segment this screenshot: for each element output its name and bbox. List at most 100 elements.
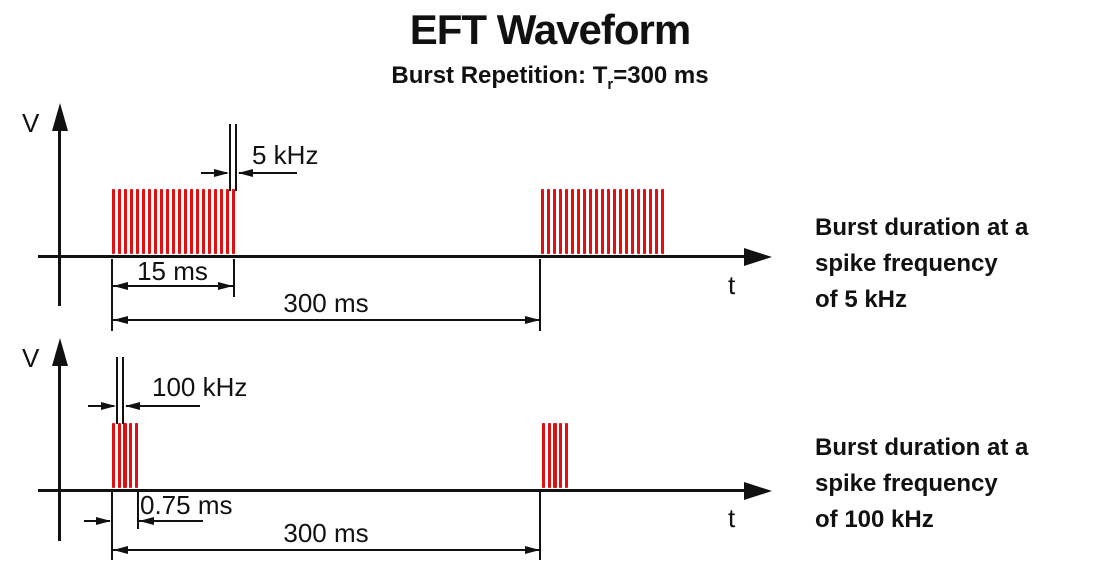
extension-line-repetition-end: [539, 492, 541, 560]
spike: [606, 189, 611, 254]
burst-duration-label: 15 ms: [137, 256, 208, 286]
spike-spacing-line-left: [229, 124, 231, 191]
spike: [117, 423, 121, 488]
dim-arrowhead-right-icon: [525, 546, 540, 554]
spike: [153, 189, 158, 254]
x-axis-arrowhead-icon: [744, 248, 772, 266]
callout-arrow-line-right: [126, 405, 200, 407]
spike-spacing-line-right: [122, 357, 124, 424]
page-subtitle: Burst Repetition: Tr=300 ms: [0, 62, 1100, 93]
spike: [189, 189, 193, 254]
spike: [582, 189, 587, 254]
spike-frequency-label: 100 kHz: [152, 372, 248, 402]
dim-arrowhead-right-icon: [218, 282, 233, 290]
x-axis-line: [38, 255, 744, 258]
spike: [207, 189, 211, 254]
caption-5khz: Burst duration at a spike frequency of 5…: [815, 210, 1028, 318]
caption-line: Burst duration at a: [815, 214, 1029, 241]
spike: [231, 189, 235, 254]
spike: [129, 423, 133, 488]
repetition-dim-line: [113, 319, 540, 321]
spike: [195, 189, 199, 254]
spike: [576, 189, 581, 254]
x-axis-label: t: [728, 270, 736, 300]
spike: [171, 189, 176, 254]
spike: [570, 189, 575, 254]
spike: [618, 189, 622, 254]
spike-frequency-label: 5 kHz: [252, 140, 319, 170]
callout-arrowhead-right-icon: [214, 169, 229, 177]
x-axis-label: t: [728, 503, 736, 533]
spike: [642, 189, 646, 254]
caption-line: spike frequency: [815, 250, 998, 277]
spike: [165, 189, 170, 254]
spike: [660, 189, 664, 254]
spike: [112, 189, 116, 254]
repetition-label: 300 ms: [283, 518, 369, 548]
spike: [541, 189, 545, 254]
spike: [630, 189, 634, 254]
spike-spacing-line-right: [235, 124, 237, 191]
spike: [648, 189, 652, 254]
page-title: EFT Waveform: [409, 6, 691, 53]
dim-arrowhead-left-icon: [113, 282, 128, 290]
spike: [201, 189, 205, 254]
spike: [129, 189, 134, 254]
subtitle-suffix: =300 ms: [613, 62, 709, 89]
spike: [612, 189, 616, 254]
y-axis-arrowhead-icon: [52, 103, 68, 131]
caption-line: of 5 kHz: [815, 286, 908, 313]
x-axis-arrowhead-icon: [744, 482, 772, 500]
spike: [552, 189, 557, 254]
subtitle-prefix: Burst Repetition: T: [391, 62, 608, 89]
y-axis-line: [58, 361, 61, 541]
burst-group-2: [541, 189, 664, 254]
burst-duration-arrow-line-right: [139, 520, 203, 522]
extension-line-burst-start: [111, 259, 113, 331]
dim-arrowhead-right-icon: [96, 517, 111, 525]
spike: [546, 189, 551, 254]
spike: [564, 189, 569, 254]
spike: [183, 189, 187, 254]
y-axis-line: [58, 126, 61, 306]
spike: [177, 189, 182, 254]
spike: [134, 423, 138, 488]
dim-arrowhead-left-icon: [139, 517, 154, 525]
spike: [141, 189, 146, 254]
burst-group-1: [112, 423, 138, 488]
callout-arrowhead-right-icon: [101, 402, 116, 410]
spike: [147, 189, 152, 254]
caption-line: spike frequency: [815, 470, 998, 497]
spike: [564, 423, 568, 488]
spike: [159, 189, 164, 254]
extension-line-burst-end: [137, 492, 139, 529]
y-axis-label: V: [22, 343, 40, 373]
extension-line-repetition-end: [539, 259, 541, 331]
callout-arrowhead-left-icon: [125, 402, 140, 410]
callout-arrowhead-left-icon: [238, 169, 253, 177]
burst-duration-label: 0.75 ms: [140, 490, 233, 520]
extension-line-burst-end: [233, 259, 235, 297]
caption-100khz: Burst duration at a spike frequency of 1…: [815, 430, 1028, 538]
repetition-label: 300 ms: [283, 288, 369, 318]
spike: [547, 423, 551, 488]
callout-arrow-line-right: [239, 172, 297, 174]
spike: [654, 189, 658, 254]
spike: [594, 189, 599, 254]
dim-arrowhead-left-icon: [113, 316, 128, 324]
caption-line: of 100 kHz: [815, 506, 934, 533]
spike: [636, 189, 640, 254]
spike: [542, 423, 546, 488]
spike: [553, 423, 557, 488]
y-axis-arrowhead-icon: [52, 338, 68, 366]
caption-line: Burst duration at a: [815, 434, 1029, 461]
spike: [559, 423, 563, 488]
x-axis-line: [38, 489, 744, 492]
burst-group-1: [112, 189, 235, 254]
spike: [588, 189, 593, 254]
extension-line-burst-start: [111, 492, 113, 560]
spike: [123, 423, 127, 488]
spike: [123, 189, 128, 254]
spike: [225, 189, 229, 254]
